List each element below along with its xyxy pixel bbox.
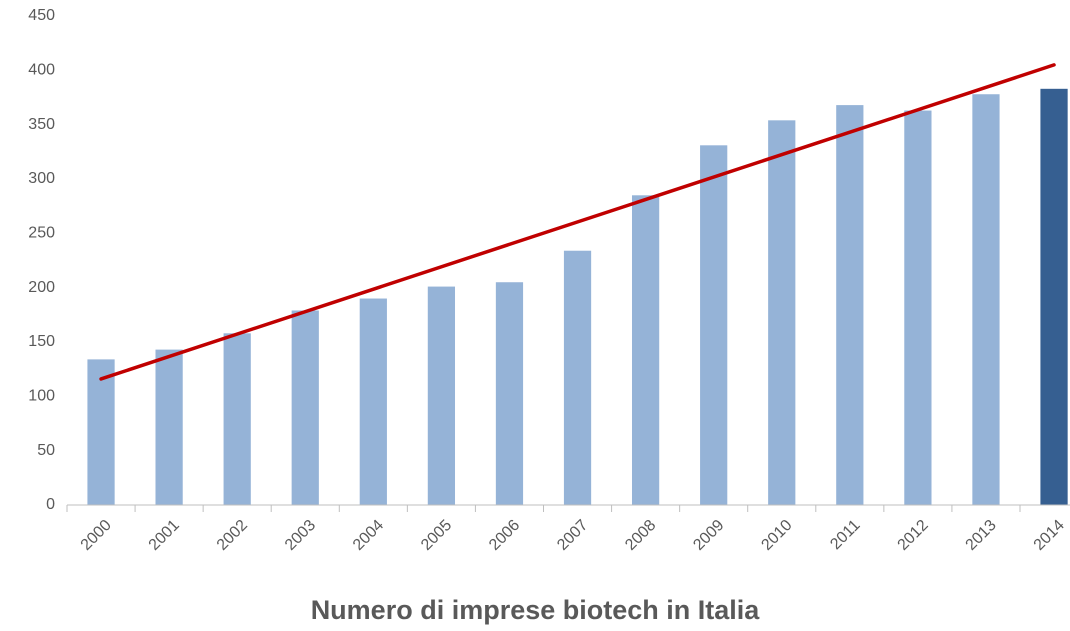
x-tick-label: 2010 (758, 517, 795, 554)
bar (1040, 88, 1068, 505)
bar (291, 310, 319, 505)
x-tick-label: 2001 (146, 517, 183, 554)
y-tick-label: 350 (28, 116, 55, 133)
bar (904, 110, 932, 505)
y-tick-label: 400 (28, 62, 55, 79)
y-tick-label: 100 (28, 388, 55, 405)
y-tick-label: 450 (28, 7, 55, 24)
x-tick-label: 2008 (622, 517, 659, 554)
y-tick-label: 0 (46, 496, 55, 513)
bar (87, 359, 115, 505)
bar (563, 250, 592, 505)
trend-line (99, 63, 1056, 381)
x-tick-label: 2012 (895, 517, 932, 554)
y-tick-label: 300 (28, 170, 55, 187)
bar (768, 120, 796, 505)
y-tick-label: 150 (28, 333, 55, 350)
bar (359, 298, 387, 505)
bar (155, 349, 183, 505)
y-tick-label: 250 (28, 225, 55, 242)
bar (836, 105, 864, 506)
bar (223, 333, 251, 505)
bar (495, 282, 524, 505)
y-tick-label: 200 (28, 279, 55, 296)
bar (427, 286, 456, 505)
x-tick-label: 2002 (214, 517, 251, 554)
y-tick-label: 50 (37, 442, 55, 459)
bar (700, 145, 728, 505)
x-tick-label: 2011 (827, 517, 863, 553)
x-tick-label: 2005 (418, 517, 455, 554)
x-tick-label: 2004 (350, 517, 387, 554)
x-tick-label: 2000 (78, 517, 115, 554)
x-tick-label: 2007 (554, 517, 591, 554)
x-tick-label: 2009 (690, 517, 727, 554)
bar (631, 195, 660, 506)
bar (972, 94, 1000, 506)
x-tick-label: 2013 (963, 517, 1000, 554)
x-tick-label: 2003 (282, 517, 319, 554)
x-tick-label: 2014 (1031, 517, 1068, 554)
chart-title: Numero di imprese biotech in Italia (311, 595, 761, 625)
x-tick-label: 2006 (486, 517, 523, 554)
